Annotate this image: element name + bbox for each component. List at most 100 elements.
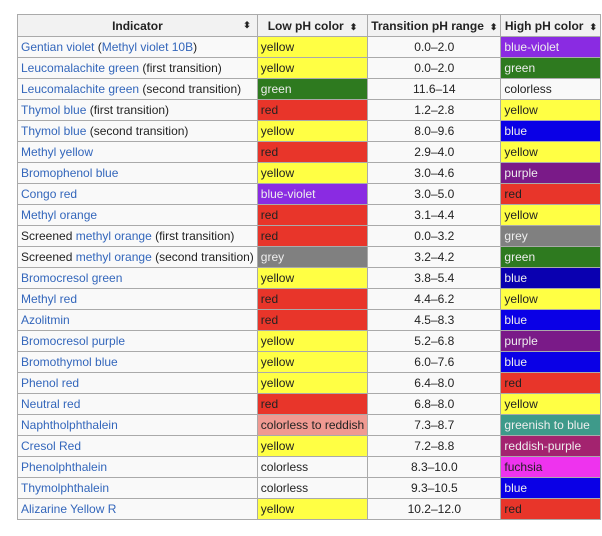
transition-range-cell: 0.0–3.2 <box>367 225 502 247</box>
indicator-link[interactable]: Alizarine Yellow R <box>21 502 117 516</box>
low-ph-color-cell: yellow <box>256 330 369 352</box>
indicator-cell: Leucomalachite green (first transition) <box>17 57 258 79</box>
high-ph-color-cell: yellow <box>500 141 602 163</box>
low-ph-color-cell: colorless to reddish <box>256 414 369 436</box>
indicator-cell: Congo red <box>17 183 258 205</box>
high-ph-color-cell: blue <box>500 477 602 499</box>
ph-indicator-table: Indicator ⬍ Low pH color ⬍ Transition pH ran… <box>17 14 602 520</box>
sort-arrows-icon[interactable]: ⬍ <box>349 21 358 32</box>
low-ph-color-cell: blue-violet <box>256 183 369 205</box>
table-row: Naphtholphthalein colorless to reddish 7.3… <box>17 414 602 436</box>
indicator-cell: Thymolphthalein <box>17 477 258 499</box>
high-ph-color-cell: purple <box>500 162 602 184</box>
transition-range-cell: 6.0–7.6 <box>367 351 502 373</box>
header-label: Indicator <box>112 18 163 33</box>
low-ph-color-cell: red <box>256 393 369 415</box>
table-row: Leucomalachite green (first transition) y… <box>17 57 602 79</box>
sort-arrows-icon[interactable]: ⬍ <box>589 21 598 32</box>
high-ph-color-cell: yellow <box>500 99 602 121</box>
high-ph-color-cell: fuchsia <box>500 456 602 478</box>
table-row: Methyl red red 4.4–6.2 yellow <box>17 288 602 310</box>
high-ph-color-cell: yellow <box>500 393 602 415</box>
high-ph-color-cell: yellow <box>500 204 602 226</box>
indicator-link[interactable]: methyl orange <box>75 229 152 243</box>
table-row: Cresol Red yellow 7.2–8.8 reddish-purple <box>17 435 602 457</box>
transition-range-cell: 5.2–6.8 <box>367 330 502 352</box>
indicator-link[interactable]: Methyl violet 10B <box>101 40 194 54</box>
high-ph-color-cell: blue-violet <box>500 36 602 58</box>
high-ph-color-cell: red <box>500 372 602 394</box>
indicator-cell: Phenolphthalein <box>17 456 258 478</box>
indicator-cell: Azolitmin <box>17 309 258 331</box>
indicator-link[interactable]: Thymol blue <box>21 103 87 117</box>
indicator-cell: Bromocresol purple <box>17 330 258 352</box>
indicator-cell: Alizarine Yellow R <box>17 498 258 520</box>
transition-range-cell: 4.4–6.2 <box>367 288 502 310</box>
indicator-link[interactable]: Cresol Red <box>21 439 82 453</box>
transition-range-cell: 3.0–5.0 <box>367 183 502 205</box>
transition-range-cell: 9.3–10.5 <box>367 477 502 499</box>
header-label: High pH color <box>504 18 584 33</box>
low-ph-color-cell: yellow <box>256 36 369 58</box>
indicator-link[interactable]: Congo red <box>21 187 78 201</box>
sort-arrows-icon[interactable]: ⬍ <box>243 20 251 30</box>
indicator-link[interactable]: Phenolphthalein <box>21 460 108 474</box>
high-ph-color-cell: green <box>500 57 602 79</box>
indicator-cell: Thymol blue (first transition) <box>17 99 258 121</box>
transition-range-cell: 6.8–8.0 <box>367 393 502 415</box>
indicator-link[interactable]: Bromothymol blue <box>21 355 118 369</box>
low-ph-color-cell: red <box>256 309 369 331</box>
indicator-cell: Cresol Red <box>17 435 258 457</box>
high-ph-color-cell: blue <box>500 309 602 331</box>
table-row: Methyl orange red 3.1–4.4 yellow <box>17 204 602 226</box>
indicator-link[interactable]: Naphtholphthalein <box>21 418 118 432</box>
indicator-link[interactable]: Bromocresol purple <box>21 334 126 348</box>
indicator-link[interactable]: Methyl orange <box>21 208 98 222</box>
high-ph-color-cell: purple <box>500 330 602 352</box>
column-header-indicator[interactable]: Indicator ⬍ <box>17 14 258 37</box>
indicator-text: (first transition) <box>86 103 170 117</box>
low-ph-color-cell: red <box>256 225 369 247</box>
table-row: Screened methyl orange (second transitio… <box>17 246 602 268</box>
indicator-link[interactable]: Neutral red <box>21 397 81 411</box>
indicator-link[interactable]: Bromocresol green <box>21 271 123 285</box>
high-ph-color-cell: colorless <box>500 78 602 100</box>
indicator-link[interactable]: Azolitmin <box>21 313 70 327</box>
low-ph-color-cell: red <box>256 141 369 163</box>
high-ph-color-cell: red <box>500 183 602 205</box>
column-header-high-ph-color[interactable]: High pH color ⬍ <box>500 14 602 37</box>
transition-range-cell: 2.9–4.0 <box>367 141 502 163</box>
table-row: Thymolphthalein colorless 9.3–10.5 blue <box>17 477 602 499</box>
indicator-cell: Phenol red <box>17 372 258 394</box>
indicator-link[interactable]: Bromophenol blue <box>21 166 119 180</box>
indicator-link[interactable]: methyl orange <box>75 250 152 264</box>
indicator-link[interactable]: Leucomalachite green <box>21 61 140 75</box>
indicator-link[interactable]: Leucomalachite green <box>21 82 140 96</box>
column-header-low-ph-color[interactable]: Low pH color ⬍ <box>256 14 369 37</box>
indicator-text: Screened <box>21 229 76 243</box>
indicator-link[interactable]: Thymol blue <box>21 124 87 138</box>
table-row: Bromophenol blue yellow 3.0–4.6 purple <box>17 162 602 184</box>
indicator-text: (second transition) <box>139 82 242 96</box>
table-row: Thymol blue (first transition) red 1.2–2.8… <box>17 99 602 121</box>
table-row: Phenolphthalein colorless 8.3–10.0 fuchsia <box>17 456 602 478</box>
table-row: Phenol red yellow 6.4–8.0 red <box>17 372 602 394</box>
table-row: Azolitmin red 4.5–8.3 blue <box>17 309 602 331</box>
indicator-link[interactable]: Thymolphthalein <box>21 481 110 495</box>
indicator-text: (second transition) <box>86 124 189 138</box>
low-ph-color-cell: yellow <box>256 498 369 520</box>
indicator-link[interactable]: Methyl yellow <box>21 145 94 159</box>
column-header-transition-ph-range[interactable]: Transition pH range ⬍ <box>367 14 502 37</box>
transition-range-cell: 7.3–8.7 <box>367 414 502 436</box>
table-row: Bromocresol purple yellow 5.2–6.8 purple <box>17 330 602 352</box>
table-row: Methyl yellow red 2.9–4.0 yellow <box>17 141 602 163</box>
transition-range-cell: 3.8–5.4 <box>367 267 502 289</box>
table-row: Leucomalachite green (second transition)… <box>17 78 602 100</box>
low-ph-color-cell: grey <box>256 246 369 268</box>
sort-arrows-icon[interactable]: ⬍ <box>489 21 498 32</box>
low-ph-color-cell: yellow <box>256 267 369 289</box>
indicator-link[interactable]: Gentian violet <box>21 40 95 54</box>
indicator-link[interactable]: Phenol red <box>21 376 80 390</box>
table-row: Bromocresol green yellow 3.8–5.4 blue <box>17 267 602 289</box>
indicator-link[interactable]: Methyl red <box>21 292 78 306</box>
